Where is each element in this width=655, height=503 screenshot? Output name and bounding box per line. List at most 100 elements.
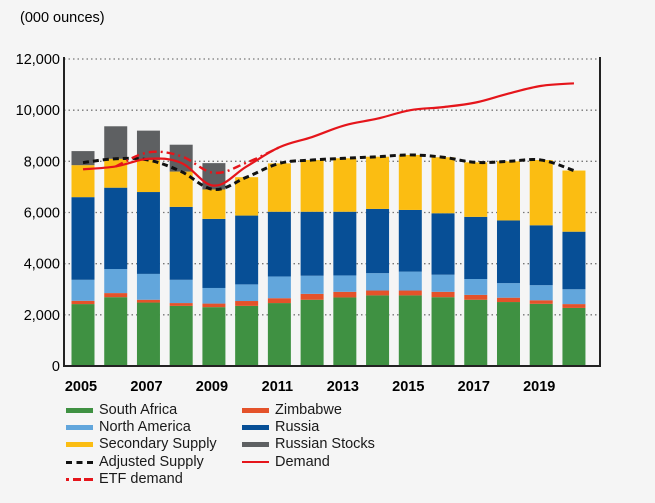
- bar-segment-russia: [169, 206, 193, 280]
- bar-segment-russia: [562, 231, 586, 290]
- x-tick-label: 2019: [523, 379, 555, 395]
- legend-item: Secondary Supply: [66, 436, 242, 453]
- bar-segment-russia: [136, 192, 160, 274]
- legend-swatch: [242, 442, 269, 448]
- y-tick-label: 12,000: [16, 52, 60, 68]
- bar-segment-secondary-supply: [71, 165, 95, 198]
- bar-segment-russia: [431, 213, 455, 275]
- bar-segment-russian-stocks: [71, 151, 95, 166]
- bar-segment-south-africa: [431, 297, 455, 366]
- x-tick-label: 2017: [458, 379, 490, 395]
- bar-segment-secondary-supply: [267, 163, 291, 212]
- bar-segment-zimbabwe: [169, 303, 193, 306]
- legend-item: Russia: [242, 419, 406, 436]
- bar-segment-secondary-supply: [366, 156, 390, 209]
- bar-segment-south-africa: [333, 297, 357, 366]
- bar-segment-south-africa: [464, 299, 488, 366]
- bar-segment-north-america: [562, 289, 586, 305]
- bar-segment-secondary-supply: [431, 157, 455, 214]
- bar-segment-russian-stocks: [136, 130, 160, 161]
- y-unit-label: (000 ounces): [20, 10, 105, 26]
- legend-item: Russian Stocks: [242, 436, 406, 453]
- bar-segment-south-africa: [169, 305, 193, 366]
- bar-segment-russia: [104, 187, 128, 270]
- bar-segment-secondary-supply: [104, 158, 128, 188]
- bar-segment-south-africa: [202, 307, 226, 366]
- bar-segment-south-africa: [136, 302, 160, 366]
- bar-segment-north-america: [496, 283, 520, 298]
- bar-segment-secondary-supply: [464, 162, 488, 217]
- legend-label: ETF demand: [99, 470, 183, 487]
- bar-segment-zimbabwe: [562, 304, 586, 308]
- bar-segment-secondary-supply: [300, 160, 324, 212]
- bar-segment-north-america: [71, 279, 95, 301]
- y-tick-labels: 0 2,000 4,000 6,000 8,000 10,000 12,000: [16, 52, 60, 375]
- legend-label: Adjusted Supply: [99, 453, 204, 470]
- bar-segment-secondary-supply: [136, 160, 160, 193]
- legend-swatch: [66, 442, 93, 448]
- bar-segment-russia: [529, 225, 553, 286]
- y-tick-label: 8,000: [24, 154, 60, 170]
- bar-segment-russia: [333, 211, 357, 276]
- x-tick-labels: 2005 2007 2009 2011 2013 2015 2017 2019: [65, 379, 555, 395]
- axes: [63, 57, 601, 367]
- bar-segment-south-africa: [104, 297, 128, 366]
- bar-segment-north-america: [104, 269, 128, 294]
- legend-label: Russian Stocks: [275, 436, 375, 453]
- bar-segment-russian-stocks: [104, 126, 128, 159]
- line-demand: [82, 82, 575, 187]
- bar-segment-russia: [398, 209, 422, 272]
- legend-item: ETF demand: [66, 471, 242, 488]
- bar-segment-north-america: [202, 287, 226, 304]
- legend-swatch: [242, 408, 269, 414]
- legend-line-sample: [242, 461, 269, 464]
- bar-segment-zimbabwe: [300, 293, 324, 300]
- legend-line-sample: [66, 460, 93, 464]
- x-tick-label: 2009: [196, 379, 228, 395]
- y-tick-label: 10,000: [16, 103, 60, 119]
- bar-segment-russia: [202, 218, 226, 288]
- bar-segment-south-africa: [496, 302, 520, 366]
- x-tick-label: 2005: [65, 379, 97, 395]
- bar-segment-zimbabwe: [529, 300, 553, 304]
- bar-segment-russia: [71, 197, 95, 280]
- bar-segment-zimbabwe: [235, 301, 259, 306]
- bar-segment-secondary-supply: [235, 177, 259, 216]
- bar-segment-russia: [300, 211, 324, 276]
- bar-segment-russia: [235, 215, 259, 285]
- bar-segment-zimbabwe: [267, 298, 291, 304]
- legend-line-sample: [66, 477, 93, 481]
- bar-segment-south-africa: [235, 305, 259, 366]
- bar-segment-zimbabwe: [496, 297, 520, 303]
- bar-segment-south-africa: [562, 307, 586, 366]
- legend-label: Russia: [275, 419, 320, 436]
- bar-segment-secondary-supply: [169, 171, 193, 207]
- bar-segment-secondary-supply: [562, 170, 586, 232]
- bar-segment-russia: [464, 216, 488, 280]
- legend-label: Zimbabwe: [275, 402, 342, 418]
- bar-segment-north-america: [366, 273, 390, 291]
- legend-label: South Africa: [99, 402, 178, 418]
- bar-segment-zimbabwe: [202, 303, 226, 308]
- legend-swatch: [66, 425, 93, 431]
- bar-segment-north-america: [267, 276, 291, 299]
- bar-segment-south-africa: [267, 303, 291, 366]
- bar-segment-zimbabwe: [431, 291, 455, 298]
- bar-segment-zimbabwe: [71, 300, 95, 305]
- bar-segment-russia: [366, 208, 390, 274]
- x-tick-label: 2013: [327, 379, 359, 395]
- bar-segment-north-america: [529, 285, 553, 301]
- legend-swatch: [66, 408, 93, 414]
- legend-item: Zimbabwe: [242, 402, 406, 419]
- bar-segment-secondary-supply: [333, 158, 357, 212]
- line-etf-demand: [115, 146, 280, 175]
- legend-item: Adjusted Supply: [66, 454, 242, 471]
- legend-label: Secondary Supply: [99, 436, 217, 453]
- x-tick-label: 2011: [262, 379, 293, 395]
- bar-segment-south-africa: [71, 304, 95, 366]
- bar-segment-secondary-supply: [398, 154, 422, 210]
- y-tick-label: 6,000: [24, 206, 60, 222]
- x-tick-label: 2007: [130, 379, 162, 395]
- bar-segment-north-america: [300, 275, 324, 294]
- bar-segment-russia: [267, 211, 291, 277]
